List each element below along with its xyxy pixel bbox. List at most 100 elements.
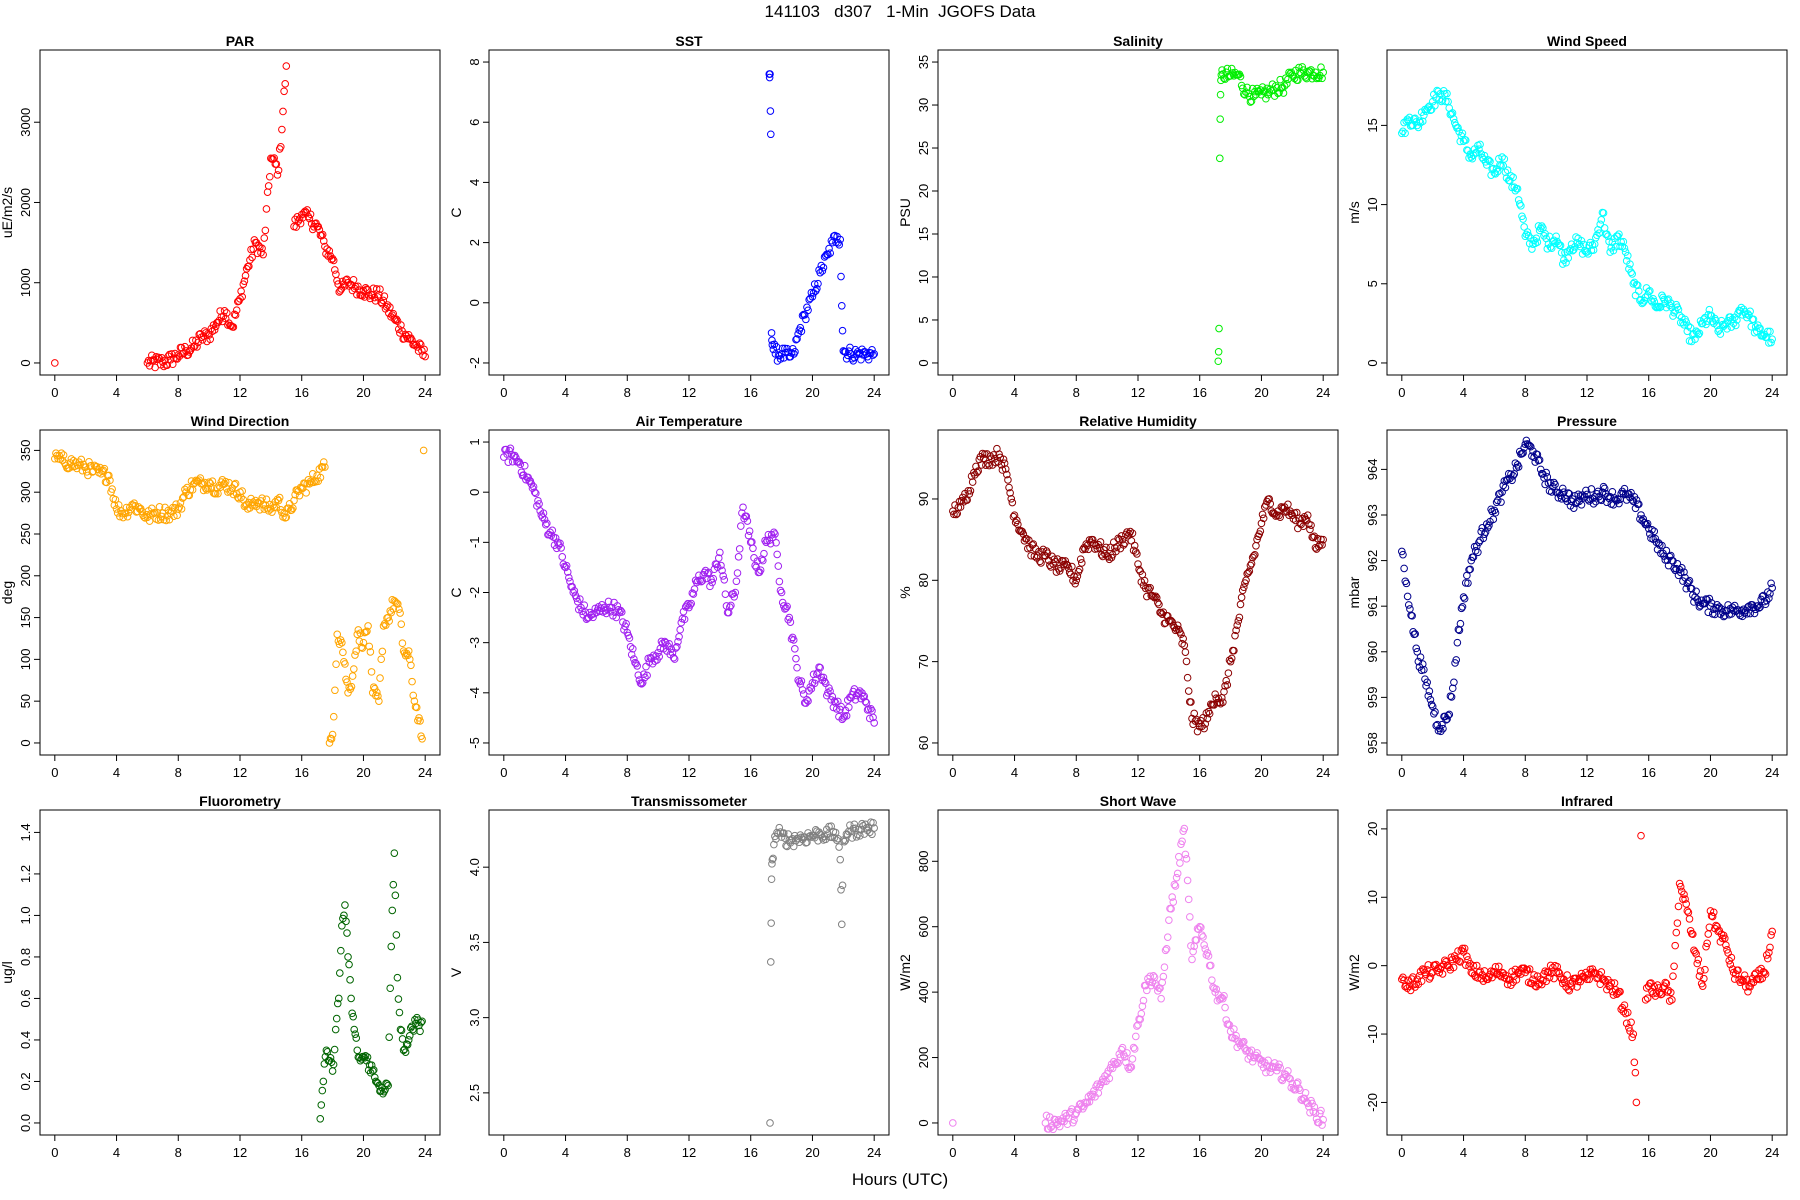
data-point [1750,328,1759,337]
data-point [306,210,315,219]
data-point [529,482,538,491]
data-point [1761,600,1770,609]
data-point [403,651,412,660]
data-point [1571,242,1579,251]
data-point [1446,692,1455,700]
data-point [838,881,847,890]
data-point [1435,95,1444,104]
data-point [1219,698,1227,707]
y-tick-label: 15 [1365,118,1380,132]
data-point [1276,513,1284,522]
plot-frame [1386,429,1788,756]
y-tick-label: 2000 [18,188,33,217]
x-tick-label: 4 [562,765,569,780]
data-point [333,999,342,1008]
data-point [1010,511,1019,520]
data-point [1163,933,1172,941]
data-point [796,323,805,332]
y-tick-label: 50 [18,694,33,708]
data-point [175,503,184,511]
x-tick-label: 0 [500,765,507,780]
data-point [1744,310,1752,318]
x-tick-label: 8 [1073,385,1080,400]
y-axis-label: PSU [897,198,913,227]
data-point [1643,291,1652,299]
data-point [1442,97,1450,106]
data-point [789,636,798,644]
x-tick-label: 8 [1522,765,1529,780]
data-point [1703,939,1711,948]
data-point [1666,299,1675,307]
data-point [1240,583,1248,592]
data-point [802,699,810,707]
data-point [1441,956,1449,965]
data-point [1416,653,1425,661]
data-point [391,891,400,900]
data-point [319,1077,328,1086]
data-point [622,619,630,628]
data-point [367,1061,376,1070]
data-point [1030,552,1039,561]
y-tick-label: 0 [18,739,33,746]
panel-title: Infrared [1561,793,1613,809]
data-point [1767,579,1775,588]
data-point [1426,973,1435,981]
data-point [1682,318,1691,326]
data-point [231,311,240,319]
data-point [820,677,829,686]
data-point [1492,498,1501,507]
data-point [1599,209,1608,217]
data-point [145,361,154,370]
data-point [1652,989,1661,997]
data-point [842,354,851,363]
data-point [845,703,853,712]
data-point [1206,961,1215,970]
data-point [864,823,873,832]
data-point [869,818,877,827]
data-point [339,648,347,657]
y-tick-label: 0 [467,299,482,306]
data-point [1203,714,1212,723]
data-point [1675,311,1684,320]
data-point [837,272,845,281]
data-point [329,256,338,265]
data-point [279,107,287,116]
data-point [373,688,381,697]
data-point [1491,169,1500,178]
series-wind-direction [51,446,428,747]
data-point [1689,930,1697,938]
data-point [674,637,682,646]
data-point [783,344,791,353]
data-point [1745,602,1753,610]
data-point [806,294,815,303]
data-point [1283,507,1291,516]
data-point [1298,514,1307,523]
data-point [1133,1022,1141,1030]
data-point [1616,987,1624,996]
y-axis-label: % [897,586,913,598]
data-point [1008,498,1017,507]
data-point [384,1081,392,1090]
data-point [335,969,344,977]
data-point [332,1014,341,1023]
data-point [1728,315,1737,323]
data-point [366,648,375,656]
data-point [865,714,874,723]
data-point [1306,1108,1314,1117]
data-point [196,474,205,482]
data-point [1635,500,1643,508]
data-point [1289,515,1298,523]
series-fluorometry [316,849,426,1123]
data-point [189,343,198,351]
data-point [1763,588,1772,596]
data-point [864,355,873,364]
data-point [870,350,878,358]
data-point [1154,598,1162,607]
data-point [1215,698,1224,707]
data-point [1438,970,1447,978]
data-point [1664,986,1673,995]
y-tick-label: -2 [467,587,482,599]
x-tick-label: 20 [1703,765,1717,780]
data-point [1646,530,1654,538]
data-point [1648,525,1656,534]
